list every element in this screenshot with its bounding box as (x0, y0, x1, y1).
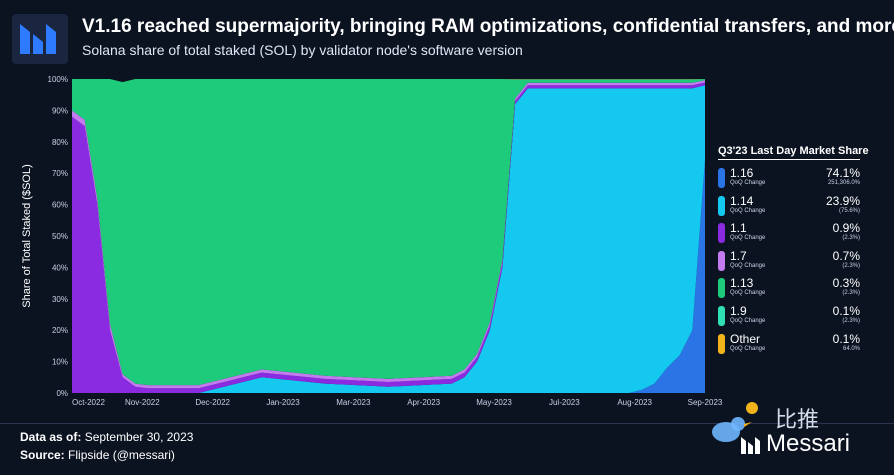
y-axis-title: Share of Total Staked ($SOL) (21, 164, 33, 308)
source-value: Flipside (@messari) (68, 448, 175, 462)
legend-item-value: 74.1% (825, 166, 860, 180)
legend-swatch (718, 168, 725, 188)
legend-item-name: 1.1 (730, 221, 747, 236)
messari-brand-icon (741, 437, 760, 454)
series-area-1-9 (72, 79, 705, 83)
legend-item-other: Other QoQ Change 0.1% 64.0% (718, 332, 860, 356)
y-tick-label: 20% (52, 326, 68, 335)
legend: Q3'23 Last Day Market Share 1.16 QoQ Chan… (718, 145, 869, 359)
x-tick-label: Sep-2023 (688, 398, 723, 407)
y-tick-label: 0% (56, 389, 68, 398)
legend-item-subtitle: QoQ Change (730, 235, 766, 242)
legend-item-1-13: 1.13 QoQ Change 0.3% (2.3%) (718, 276, 860, 300)
data-as-of-label: Data as of: (20, 430, 82, 444)
y-tick-label: 10% (52, 358, 68, 367)
legend-swatch (718, 278, 725, 299)
y-tick-label: 90% (52, 106, 68, 115)
legend-item-name: 1.14 (730, 193, 754, 208)
legend-item-value: 0.1% (832, 303, 860, 318)
y-tick-label: 100% (48, 75, 68, 84)
legend-item-1-14: 1.14 QoQ Change 23.9% (75.6%) (718, 194, 860, 218)
legend-swatch (718, 223, 725, 244)
x-tick-label: Mar-2023 (336, 398, 371, 407)
legend-item-name: Other (730, 331, 761, 346)
legend-item-1-7: 1.7 QoQ Change 0.7% (2.3%) (718, 249, 860, 273)
legend-item-change: 64.0% (842, 345, 860, 352)
messari-logo-icon (12, 14, 68, 64)
legend-swatch (718, 195, 725, 216)
legend-item-subtitle: QoQ Change (730, 290, 766, 297)
legend-item-value: 0.9% (832, 221, 860, 236)
legend-item-name: 1.13 (730, 276, 754, 291)
chart-subtitle: Solana share of total staked (SOL) by va… (82, 42, 523, 58)
legend-swatch (718, 305, 725, 326)
legend-item-subtitle: QoQ Change (730, 345, 766, 352)
x-tick-label: May-2023 (476, 398, 512, 407)
watermark-text: 比推 (775, 407, 820, 432)
x-tick-label: Nov-2022 (125, 398, 160, 407)
data-as-of: Data as of: September 30, 2023 (20, 430, 193, 444)
x-tick-label: Dec-2022 (195, 398, 230, 407)
legend-title: Q3'23 Last Day Market Share (718, 145, 869, 160)
x-tick-label: Aug-2023 (617, 398, 652, 407)
legend-item-name: 1.16 (730, 166, 754, 180)
y-tick-label: 60% (52, 201, 68, 210)
legend-item-1-16: 1.16 QoQ Change 74.1% 251,306.0% (718, 166, 860, 190)
legend-item-subtitle: QoQ Change (730, 317, 766, 324)
y-tick-label: 80% (52, 138, 68, 147)
bird-watermark-icon (712, 402, 758, 442)
legend-item-subtitle: QoQ Change (730, 262, 766, 269)
x-tick-label: Oct-2022 (72, 398, 105, 407)
source-line: Source: Flipside (@messari) (20, 448, 175, 462)
legend-item-value: 0.3% (832, 276, 860, 291)
legend-item-change: (2.3%) (842, 317, 860, 324)
legend-item-name: 1.7 (730, 248, 747, 263)
y-tick-label: 50% (52, 232, 68, 241)
footer-divider (0, 423, 894, 424)
x-tick-label: Apr-2023 (407, 398, 440, 407)
legend-item-value: 23.9% (825, 193, 860, 208)
series-area-1-14 (72, 85, 705, 394)
messari-brand-name: Messari (766, 430, 851, 457)
y-tick-label: 40% (52, 263, 68, 272)
series-area-1-13 (72, 79, 705, 386)
legend-item-change: (2.3%) (842, 235, 860, 242)
source-label: Source: (20, 448, 65, 462)
data-as-of-value: September 30, 2023 (84, 430, 194, 444)
legend-item-change: (2.3%) (842, 290, 860, 297)
legend-item-subtitle: QoQ Change (730, 207, 766, 214)
x-tick-label: Jul-2023 (549, 398, 580, 407)
legend-item-change: (2.3%) (842, 262, 860, 269)
legend-item-name: 1.9 (730, 303, 747, 318)
y-tick-label: 70% (52, 169, 68, 178)
legend-item-change: 251,306.0% (827, 180, 860, 186)
legend-item-subtitle: QoQ Change (730, 180, 766, 186)
legend-item-1-1: 1.1 QoQ Change 0.9% (2.3%) (718, 221, 860, 245)
legend-item-value: 0.1% (832, 331, 860, 346)
x-tick-label: Jan-2023 (266, 398, 300, 407)
legend-item-change: (75.6%) (838, 207, 860, 214)
y-tick-label: 30% (52, 295, 68, 304)
legend-item-value: 0.7% (832, 248, 860, 263)
legend-swatch (718, 250, 725, 271)
legend-swatch (718, 333, 725, 354)
legend-item-1-9: 1.9 QoQ Change 0.1% (2.3%) (718, 304, 860, 328)
chart-title: V1.16 reached supermajority, bringing RA… (82, 16, 894, 37)
